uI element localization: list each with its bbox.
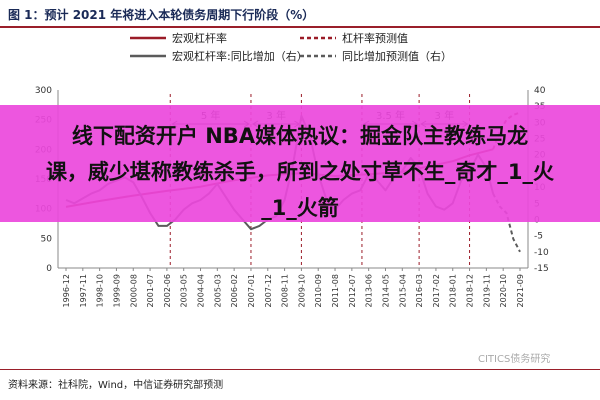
right-tick-label: -15 [534, 264, 549, 274]
x-tick-label: 2017-02 [432, 274, 441, 307]
x-tick-label: 2018-12 [466, 274, 475, 307]
legend-label: 同比增加预测值（右） [342, 49, 452, 63]
title-rule [0, 26, 600, 28]
legend-label: 宏观杠杆率 [172, 31, 227, 45]
figure-title: 图 1：预计 2021 年将进入本轮债务周期下行阶段（%） [8, 8, 315, 22]
legend-label: 宏观杠杆率:同比增加（右） [172, 49, 308, 63]
left-tick-label: 50 [41, 234, 53, 244]
x-tick-label: 2011-08 [331, 274, 340, 307]
x-tick-label: 2021-09 [516, 274, 525, 307]
watermark: CITICS债务研究 [478, 354, 551, 365]
x-tick-label: 2005-03 [213, 274, 222, 307]
x-tick-label: 2004-04 [197, 274, 206, 307]
overlay-banner [0, 105, 600, 222]
x-tick-label: 2006-02 [230, 274, 239, 307]
x-tick-label: 2014-05 [381, 274, 390, 307]
left-tick-label: 0 [46, 264, 52, 274]
x-tick-label: 2007-12 [264, 274, 273, 307]
x-tick-label: 1998-10 [96, 274, 105, 307]
x-tick-label: 2020-10 [499, 274, 508, 307]
x-tick-label: 2003-05 [180, 274, 189, 307]
x-tick-label: 2001-07 [146, 274, 155, 307]
legend-label: 杠杆率预测值 [342, 31, 408, 45]
right-tick-label: -5 [534, 232, 543, 242]
x-tick-label: 2013-06 [365, 274, 374, 307]
x-tick-label: 2012-07 [348, 274, 357, 307]
x-tick-label: 1999-09 [112, 274, 121, 307]
x-tick-label: 2019-11 [482, 274, 491, 307]
source-note: 资料来源：社科院，Wind，中信证券研究部预测 [8, 380, 224, 391]
x-tick-label: 2000-08 [129, 274, 138, 307]
x-tick-label: 2018-01 [449, 274, 458, 307]
x-tick-label: 2009-10 [297, 274, 306, 307]
right-tick-label: 40 [534, 86, 546, 96]
x-tick-label: 2015-04 [398, 274, 407, 307]
banner-line-1: 线下配资开户 NBA媒体热议：掘金队主教练马龙 [71, 124, 529, 148]
banner-line-3: _1_火箭 [261, 196, 339, 220]
x-tick-label: 1996-12 [62, 274, 71, 307]
bottom-rule [0, 369, 600, 370]
x-tick-label: 2008-11 [281, 274, 290, 307]
banner-line-2: 课，威少堪称教练杀手，所到之处寸草不生_奇才_1_火 [45, 160, 555, 184]
x-tick-label: 2016-03 [415, 274, 424, 307]
left-tick-label: 300 [35, 86, 52, 96]
right-tick-label: -10 [534, 248, 549, 258]
x-tick-label: 2007-01 [247, 274, 256, 307]
x-tick-label: 2010-09 [314, 274, 323, 307]
x-tick-label: 1997-11 [79, 274, 88, 307]
x-tick-label: 2002-06 [163, 274, 172, 307]
x-axis-ticks: 1996-12 1997-11 1998-10 1999-09 2000-08 2001-… [62, 268, 525, 307]
